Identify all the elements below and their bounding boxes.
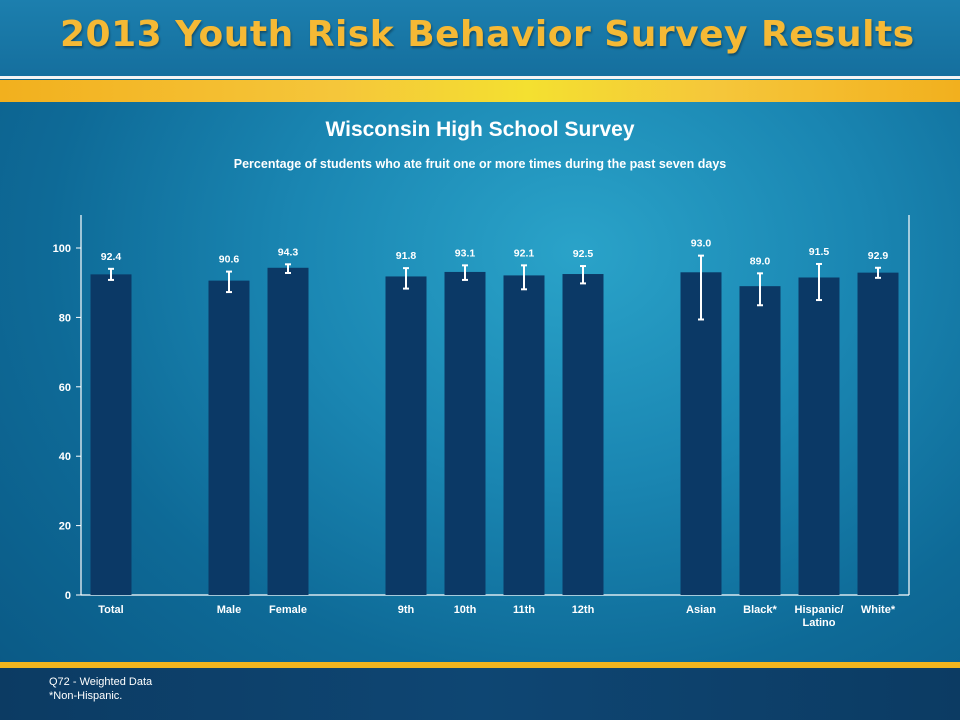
category-label: 11th [513,604,535,616]
data-label: 94.3 [278,246,299,258]
category-label: Total [98,604,123,616]
bar-chart: 0 20 40 60 80 100 92.4 Total 90.6 Male 94.3 Female 9… [53,215,910,629]
category-label: Male [217,604,241,616]
header-bar: 2013 Youth Risk Behavior Survey Results [0,0,960,76]
category-label: Hispanic/ [795,604,844,616]
bar [798,277,840,595]
y-tick-label: 0 [65,590,71,602]
data-label: 93.0 [691,238,712,250]
footnote-non-hispanic: *Non-Hispanic. [49,690,123,702]
chart-subtitle: Percentage of students who ate fruit one… [233,157,727,171]
bar [385,276,427,595]
y-tick-label: 80 [59,312,71,324]
category-label: 10th [454,604,477,616]
bar [562,274,604,595]
y-tick-label: 40 [59,451,71,463]
y-tick-label: 60 [59,382,71,394]
data-label: 91.5 [809,246,830,258]
gold-stripe [0,80,960,102]
chart-title: Wisconsin High School Survey [325,118,635,141]
category-label: 9th [398,604,415,616]
y-tick-label: 100 [53,243,71,255]
footer-stripe [0,662,960,668]
data-label: 92.9 [868,250,889,262]
category-label: Asian [686,604,716,616]
slide-title: 2013 Youth Risk Behavior Survey Results [60,14,915,55]
bar [267,267,309,595]
footer-bar [0,668,960,720]
data-label: 92.4 [101,251,122,263]
category-label: Black* [743,604,777,616]
bar [680,272,722,595]
category-label: 12th [572,604,595,616]
bar [739,286,781,595]
data-label: 93.1 [455,247,476,259]
header-divider [0,76,960,79]
bar [857,272,899,595]
category-label: Female [269,604,307,616]
bar [208,280,250,595]
category-label: White* [861,604,896,616]
bar [90,274,132,595]
data-label: 91.8 [396,250,417,262]
bar [444,271,486,595]
footnote-weighted-data: Q72 - Weighted Data [49,676,153,688]
data-label: 92.5 [573,248,594,260]
data-label: 92.1 [514,247,535,259]
bar [503,275,545,595]
data-label: 90.6 [219,254,240,266]
category-label: Latino [803,617,836,629]
data-label: 89.0 [750,255,771,267]
y-tick-label: 20 [59,521,71,533]
